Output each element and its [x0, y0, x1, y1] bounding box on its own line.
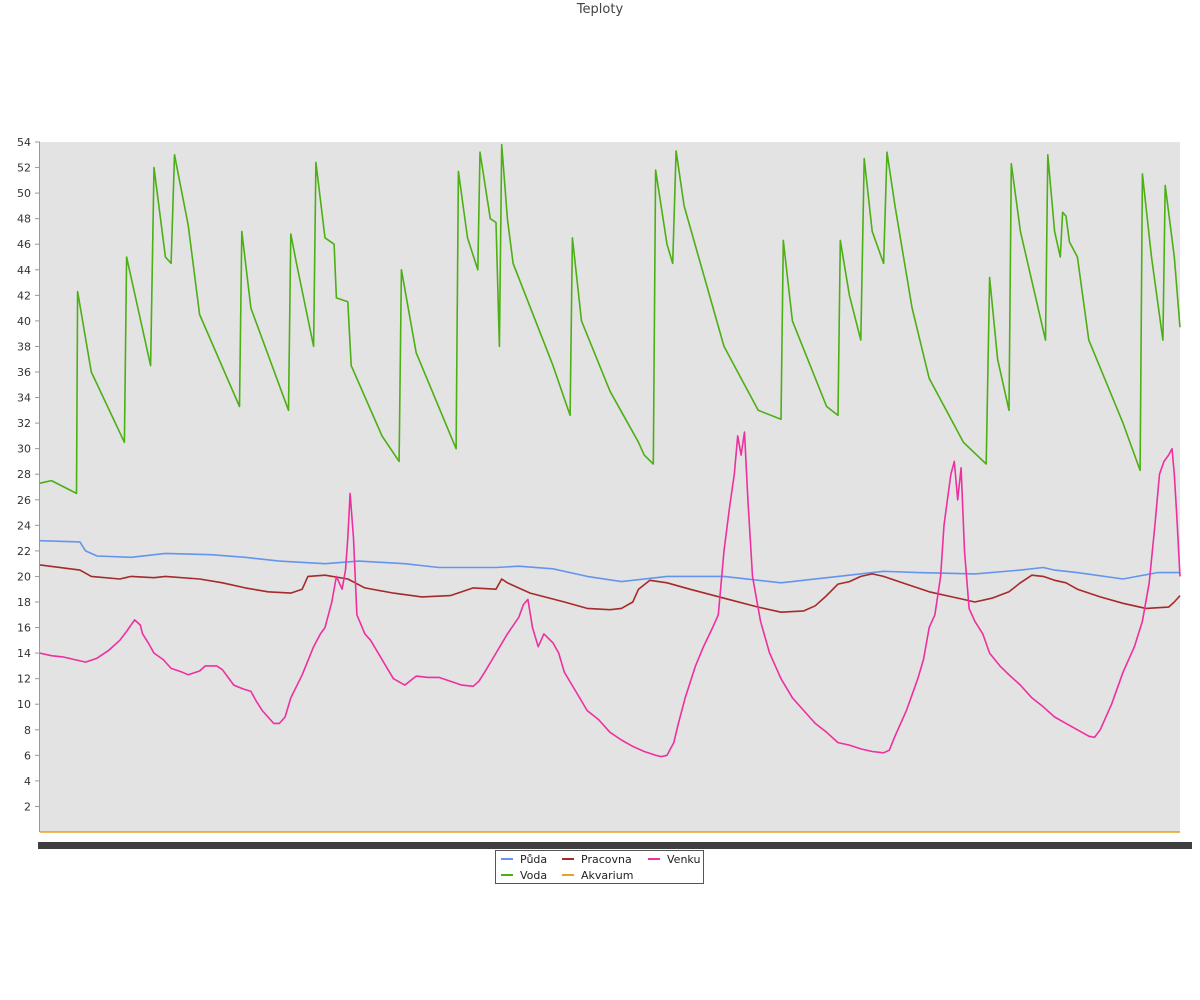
y-tick-label: 46	[17, 238, 31, 251]
y-tick-label: 26	[17, 494, 31, 507]
y-tick-label: 4	[24, 775, 31, 788]
series-line-voda	[39, 143, 1181, 495]
y-tick-label: 14	[17, 647, 31, 660]
legend-item-voda: Voda	[501, 869, 547, 883]
y-tick-label: 38	[17, 340, 31, 353]
legend-label: Akvarium	[581, 869, 634, 882]
y-tick-label: 2	[24, 800, 31, 813]
y-tick-label: 8	[24, 724, 31, 737]
y-tick-label: 18	[17, 596, 31, 609]
y-tick-label: 50	[17, 187, 31, 200]
y-tick-label: 40	[17, 315, 31, 328]
chart-legend: Půda Pracovna Venku Voda Akvarium	[495, 850, 704, 884]
legend-swatch-akvarium	[562, 874, 574, 876]
y-tick-label: 34	[17, 392, 31, 405]
y-tick-label: 48	[17, 213, 31, 226]
legend-label: Půda	[520, 853, 548, 866]
legend-label: Pracovna	[581, 853, 632, 866]
legend-swatch-venku	[648, 858, 660, 860]
series-line-venku	[39, 431, 1181, 758]
series-line-půda	[39, 539, 1180, 584]
y-tick-label: 44	[17, 264, 31, 277]
y-tick-label: 30	[17, 443, 31, 456]
y-tick-label: 52	[17, 162, 31, 175]
legend-item-akvarium: Akvarium	[562, 869, 633, 883]
plot-area	[40, 142, 1180, 832]
y-tick-label: 20	[17, 570, 31, 583]
chart-title: Teploty	[576, 2, 624, 17]
y-tick-label: 54	[17, 136, 31, 149]
legend-swatch-puda	[501, 858, 513, 860]
y-tick-label: 12	[17, 673, 31, 686]
legend-swatch-voda	[501, 874, 513, 876]
y-tick-label: 42	[17, 289, 31, 302]
y-axis-ticks: 2468101214161820222426283032343638404244…	[17, 136, 40, 813]
legend-swatch-pracovna	[562, 858, 574, 860]
y-tick-label: 28	[17, 468, 31, 481]
x-axis-band	[38, 842, 1192, 849]
y-tick-label: 6	[24, 749, 31, 762]
legend-label: Venku	[667, 853, 701, 866]
y-tick-label: 22	[17, 545, 31, 558]
series-layer	[39, 143, 1181, 833]
y-tick-label: 32	[17, 417, 31, 430]
legend-item-pracovna: Pracovna	[562, 853, 632, 867]
y-tick-label: 24	[17, 519, 31, 532]
series-line-pracovna	[39, 564, 1181, 613]
y-tick-label: 16	[17, 622, 31, 635]
y-tick-label: 10	[17, 698, 31, 711]
y-tick-label: 36	[17, 366, 31, 379]
legend-item-puda: Půda	[501, 853, 547, 867]
legend-item-venku: Venku	[648, 853, 700, 867]
legend-label: Voda	[520, 869, 548, 882]
